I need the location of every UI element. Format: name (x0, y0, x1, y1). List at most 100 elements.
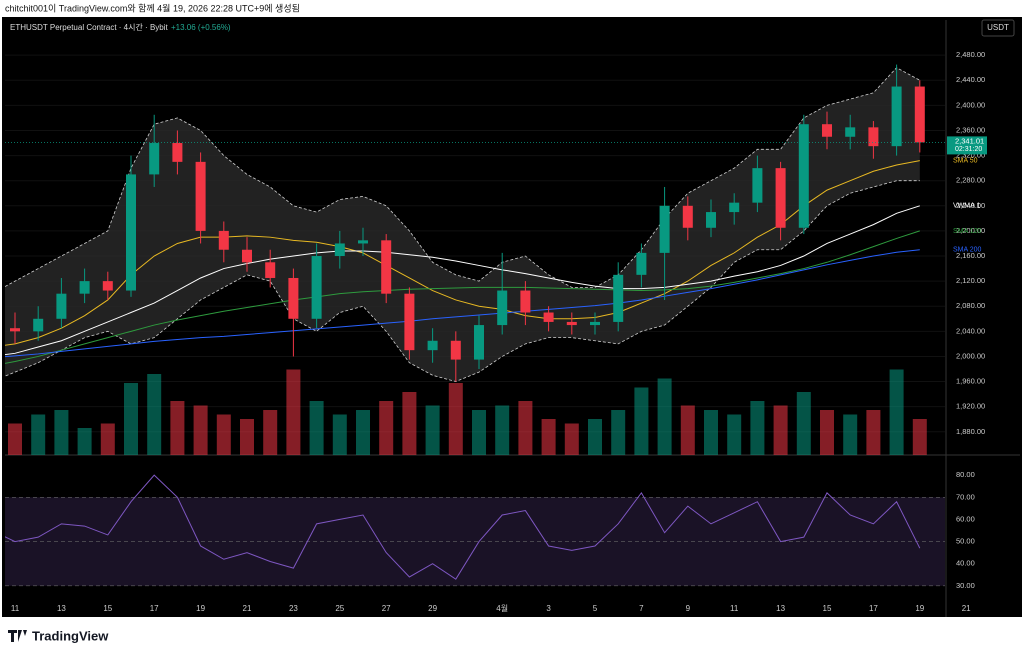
volume-bar (240, 419, 254, 455)
logo: TradingView (8, 628, 109, 643)
price-pane (5, 54, 945, 455)
candle-body (427, 340, 438, 351)
candle-body (891, 86, 902, 147)
x-tick-label: 11 (11, 604, 20, 613)
x-tick-label: 23 (289, 604, 298, 613)
y-tick-label: 2,120.00 (956, 276, 985, 285)
last-price: 2,341.01 (955, 136, 984, 145)
x-tick-label: 15 (103, 604, 112, 613)
volume-bar (124, 383, 138, 455)
y-tick-label: 2,240.00 (956, 201, 985, 210)
candle-body (566, 321, 577, 326)
countdown: 02:31:20 (955, 146, 982, 153)
y-tick-label: 2,080.00 (956, 301, 985, 310)
volume-bar (611, 410, 626, 455)
rsi-tick-label: 30.00 (956, 581, 975, 590)
candle-body (218, 230, 229, 250)
candle-body (636, 252, 647, 275)
candle-body (729, 202, 740, 213)
moving-average (5, 160, 920, 346)
x-tick-label: 17 (150, 604, 159, 613)
candle-body (497, 290, 508, 326)
volume-bar (147, 374, 162, 455)
x-tick-label: 7 (639, 604, 644, 613)
candle-body (265, 262, 276, 278)
x-tick-label: 21 (243, 604, 252, 613)
credit: chitchit001이 TradingView.com와 함께 4월 19, … (5, 2, 300, 13)
volume-bar (77, 428, 92, 455)
volume-bar (379, 401, 394, 455)
moving-average (5, 230, 920, 364)
y-tick-label: 1,960.00 (956, 377, 985, 386)
symbol: ETHUSDT Perpetual Contract · 4시간 · Bybit (10, 22, 169, 32)
candle-body (822, 124, 832, 137)
y-tick-label: 2,480.00 (956, 50, 985, 59)
candle-body (334, 243, 345, 257)
moving-average (5, 205, 920, 356)
currency[interactable]: USDT (987, 23, 1009, 32)
x-tick-label: 21 (962, 604, 971, 613)
volume-bar (796, 392, 811, 455)
volume-bar (332, 414, 347, 455)
candle-body (33, 318, 44, 332)
candle-body (845, 127, 856, 137)
rsi-tick-label: 70.00 (956, 492, 975, 501)
volume-bar (588, 419, 602, 455)
volume-bar (356, 410, 370, 455)
moving-average (5, 249, 920, 358)
volume-bar (564, 423, 579, 455)
volume-bar (727, 414, 742, 455)
candle-body (543, 312, 554, 322)
price-change: +13.06 (+0.56%) (171, 23, 231, 32)
volume-bar (634, 387, 649, 455)
currency-button[interactable] (981, 19, 1015, 37)
candle-body (706, 212, 716, 228)
candle-body (172, 143, 183, 162)
y-tick-label: 2,320.00 (956, 151, 985, 160)
volume-bar (680, 405, 695, 455)
x-tick-label: 27 (382, 604, 391, 613)
volume-bar (866, 410, 881, 455)
legend-label: SMA 120 (953, 228, 982, 235)
legend-label: VWMA 1 (953, 203, 980, 210)
x-tick-label: 25 (335, 604, 344, 613)
candle-body (149, 143, 160, 175)
volume-bar (495, 405, 510, 455)
legend-label: SMA 50 (953, 157, 978, 164)
volume-bar (193, 405, 208, 455)
volume-bar (843, 414, 858, 455)
y-tick-label: 2,000.00 (956, 351, 985, 360)
candle-body (798, 124, 809, 228)
legend-label: SMA 200 (953, 247, 982, 254)
x-tick-label: 11 (730, 604, 739, 613)
logo-mark (8, 630, 27, 642)
x-tick-label: 17 (869, 604, 878, 613)
volume-bar (100, 423, 115, 455)
y-tick-label: 2,040.00 (956, 326, 985, 335)
bollinger-upper (5, 67, 920, 288)
x-tick-label: 9 (686, 604, 691, 613)
volume-bar (31, 414, 46, 455)
y-tick-label: 1,880.00 (956, 427, 985, 436)
candle-body (682, 205, 693, 228)
rsi-tick-label: 80.00 (956, 470, 975, 479)
candle-body (868, 127, 879, 147)
candle-body (474, 325, 484, 360)
volume-bar (425, 405, 440, 455)
volume-bar (657, 378, 672, 455)
volume-bar (309, 401, 324, 455)
candle-body (195, 161, 206, 231)
candle-body (358, 240, 368, 244)
volume-bar (286, 369, 301, 455)
candle-body (102, 281, 113, 291)
candle-body (56, 293, 67, 319)
candle-body (311, 256, 322, 319)
volume-bar (820, 410, 834, 455)
x-tick-label: 19 (196, 604, 205, 613)
candle-body (288, 277, 299, 319)
rsi-tick-label: 60.00 (956, 514, 975, 523)
volume-bar (54, 410, 69, 455)
candle-body (79, 281, 90, 294)
volume-bar (750, 401, 765, 455)
